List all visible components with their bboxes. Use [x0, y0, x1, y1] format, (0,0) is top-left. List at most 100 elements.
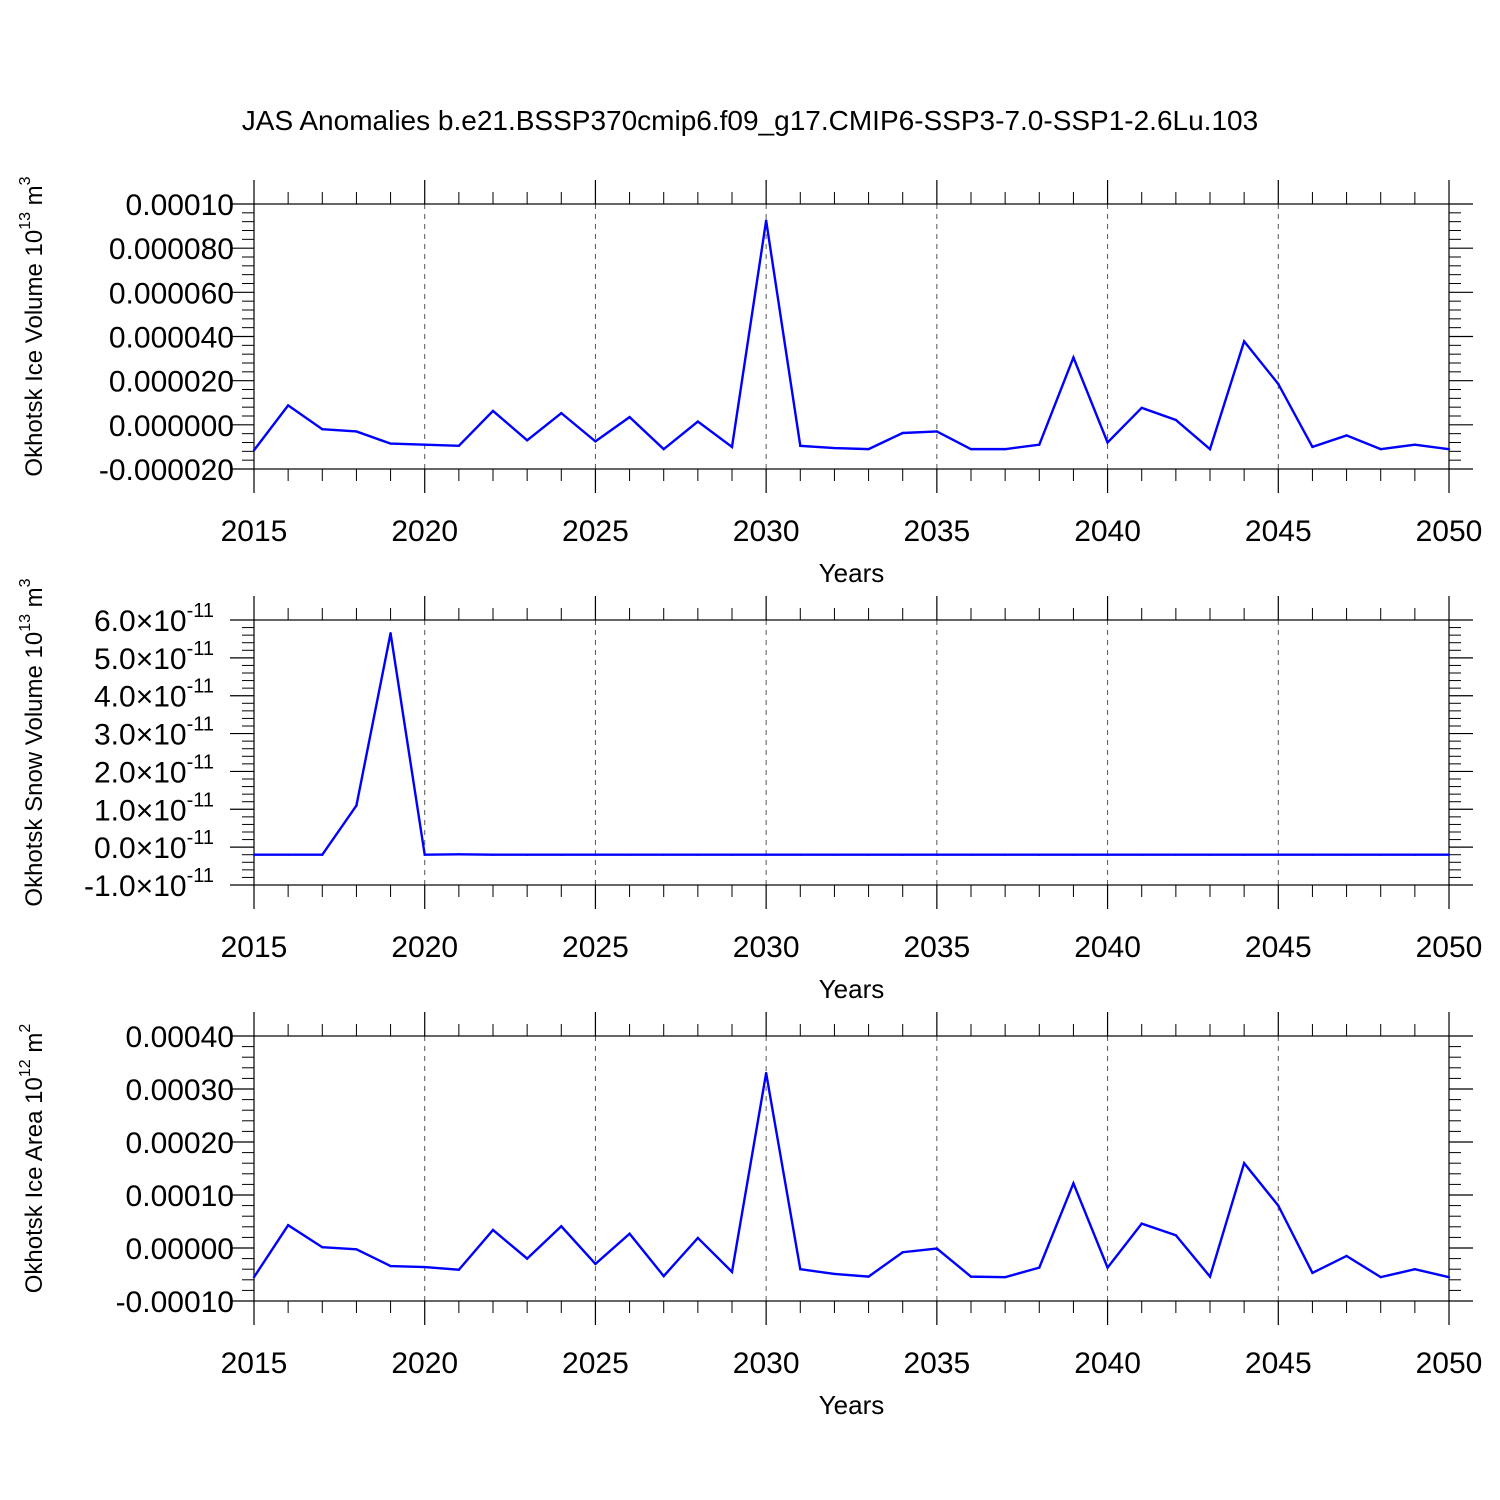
data-point — [560, 411, 563, 415]
data-point — [491, 1228, 495, 1232]
data-point — [525, 1257, 529, 1260]
data-point — [969, 447, 973, 451]
data-point — [1311, 445, 1314, 449]
data-point — [389, 632, 392, 635]
x-tick-label: 2025 — [562, 1347, 629, 1380]
plot-frame — [253, 619, 1450, 886]
data-point — [423, 1265, 426, 1269]
y-tick-label: -1.0×10-11 — [84, 865, 214, 903]
data-point — [1277, 1204, 1280, 1207]
data-point — [1106, 1266, 1109, 1269]
x-tick-label: 2020 — [391, 931, 458, 964]
data-point — [935, 1247, 939, 1250]
data-point — [525, 439, 529, 442]
data-point — [457, 1268, 461, 1271]
data-point — [764, 1071, 768, 1075]
data-point — [1447, 447, 1451, 451]
data-point — [1106, 441, 1109, 444]
x-tick-label: 2030 — [733, 1347, 800, 1380]
data-point — [1345, 853, 1348, 856]
x-tick-label: 2040 — [1074, 515, 1141, 548]
y-axis-label: Okhotsk Ice Area 1012 m2 — [17, 1024, 48, 1294]
data-point — [1447, 853, 1451, 856]
data-point — [901, 853, 904, 856]
data-point — [867, 447, 870, 451]
x-tick-label: 2020 — [391, 515, 458, 548]
panels: 2015 2020 2025 2030 2035 2040 2045 2050 0.00010 0… — [17, 176, 1482, 1420]
series-line — [254, 633, 1449, 856]
data-point — [1072, 1182, 1075, 1185]
data-point — [662, 447, 665, 451]
data-point — [1345, 1254, 1348, 1258]
y-tick-label: -0.000020 — [99, 454, 234, 487]
y-tick-label: 1.0×10-11 — [94, 789, 214, 827]
data-point — [867, 1275, 870, 1278]
data-point — [628, 1232, 631, 1235]
y-tick-label: 0.000020 — [109, 366, 234, 399]
data-point — [1379, 447, 1382, 451]
x-tick-label: 2040 — [1074, 931, 1141, 964]
data-point — [628, 415, 631, 419]
chart-title: JAS Anomalies b.e21.BSSP370cmip6.f09_g17… — [242, 105, 1258, 136]
data-point — [1208, 447, 1212, 451]
series-line — [252, 1072, 1450, 1280]
data-point — [1277, 382, 1280, 386]
data-point — [1072, 356, 1075, 359]
data-point — [730, 1270, 734, 1274]
data-point — [1379, 1275, 1382, 1279]
data-point — [525, 853, 529, 856]
data-point — [1140, 406, 1143, 410]
data-point — [1174, 418, 1178, 422]
x-tick-label: 2035 — [903, 1347, 970, 1380]
data-point — [662, 853, 665, 856]
y-tick-label: 0.0×10-11 — [94, 827, 214, 865]
data-point — [799, 444, 802, 448]
data-point — [389, 442, 392, 445]
x-tick-label: 2015 — [221, 515, 288, 548]
x-axis-label: Years — [819, 1390, 885, 1420]
data-point — [696, 420, 700, 423]
data-point — [901, 1251, 904, 1254]
data-point — [1038, 1266, 1041, 1269]
y-tick-label: 0.00010 — [126, 189, 234, 222]
data-point — [1242, 340, 1246, 343]
data-point — [355, 1248, 358, 1251]
data-point — [833, 853, 836, 856]
x-tick-label: 2025 — [562, 515, 629, 548]
x-tick-label: 2050 — [1416, 1347, 1483, 1380]
y-tick-label: -0.00010 — [116, 1286, 234, 1319]
x-tick-label: 2040 — [1074, 1347, 1141, 1380]
x-tick-label: 2035 — [903, 515, 970, 548]
data-point — [286, 404, 290, 407]
data-point — [799, 853, 802, 856]
data-point — [457, 853, 461, 856]
y-tick-label: 0.000080 — [109, 233, 234, 266]
y-tick-label: 2.0×10-11 — [94, 751, 214, 789]
x-tick-label: 2015 — [221, 1347, 288, 1380]
x-tick-label: 2030 — [733, 931, 800, 964]
data-point — [867, 853, 870, 856]
data-point — [423, 443, 426, 446]
plot-frame — [253, 1035, 1450, 1302]
data-point — [833, 446, 836, 450]
data-point — [969, 1275, 973, 1278]
data-point — [321, 428, 324, 431]
data-point — [252, 1275, 256, 1279]
x-tick-label: 2020 — [391, 1347, 458, 1380]
x-tick-label: 2045 — [1245, 1347, 1312, 1380]
data-point — [730, 853, 734, 856]
y-tick-label: 0.00040 — [126, 1021, 234, 1054]
data-point — [355, 804, 358, 807]
data-point — [1208, 1275, 1212, 1278]
x-tick-label: 2025 — [562, 931, 629, 964]
y-tick-label: 4.0×10-11 — [94, 676, 214, 714]
data-point — [1413, 443, 1417, 446]
y-tick-label: 0.00030 — [126, 1074, 234, 1107]
y-tick-label: 0.000000 — [109, 410, 234, 443]
series-line — [253, 220, 1450, 452]
data-point — [1174, 1234, 1178, 1237]
data-point — [935, 430, 939, 433]
y-tick-label: 0.000040 — [109, 322, 234, 355]
data-point — [457, 444, 461, 448]
data-point — [1038, 443, 1041, 446]
